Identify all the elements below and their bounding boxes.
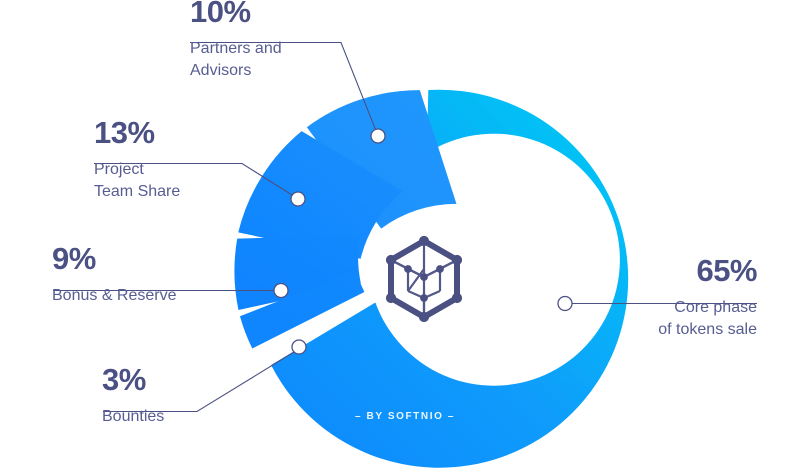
donut-segments [234, 89, 629, 468]
callout-percent-bonus: 9% [52, 241, 96, 276]
callout-label-bonus: Bonus & Reserve [52, 287, 177, 304]
leader-marker-partners[interactable] [370, 128, 386, 144]
leader-line-partners [190, 41, 386, 144]
leader-line-bounties [103, 339, 307, 413]
leader-lines [53, 41, 757, 413]
callout-label-core: Core phase of tokens sale [658, 299, 757, 338]
leader-line-team [94, 162, 306, 207]
callout-percent-bounties: 3% [102, 362, 146, 397]
donut-slice-bounties[interactable] [239, 270, 365, 349]
hexagon-network-logo-icon [385, 235, 463, 323]
leader-marker-bonus[interactable] [273, 282, 289, 299]
callout-percent-core: 65% [696, 253, 757, 288]
callout-bonus-and-reserve: 9% Bonus & Reserve [52, 243, 282, 307]
callout-partners-and-advisors: 10% Partners and Advisors [190, 0, 370, 81]
donut-slice-bonus[interactable] [234, 235, 361, 310]
leader-line-bonus [53, 282, 289, 299]
leader-marker-core[interactable] [557, 295, 573, 312]
callout-percent-partners: 10% [190, 0, 251, 29]
leader-marker-bounties[interactable] [291, 339, 307, 355]
callout-core-phase-of-tokens-sale: 65% Core phase of tokens sale [555, 255, 757, 340]
callout-label-partners: Partners and Advisors [190, 40, 282, 79]
leader-line-core [557, 295, 757, 312]
callout-label-bounties: Bounties [102, 408, 165, 425]
donut-slice-team[interactable] [238, 131, 403, 259]
donut-slice-partners[interactable] [306, 90, 457, 229]
callout-percent-team: 13% [94, 115, 155, 150]
donut-slice-core[interactable] [271, 89, 629, 468]
callout-bounties: 3% Bounties [102, 364, 302, 428]
leader-marker-team[interactable] [290, 191, 306, 207]
callout-label-team: Project Team Share [94, 161, 181, 200]
callout-project-team-share: 13% Project Team Share [94, 117, 284, 202]
